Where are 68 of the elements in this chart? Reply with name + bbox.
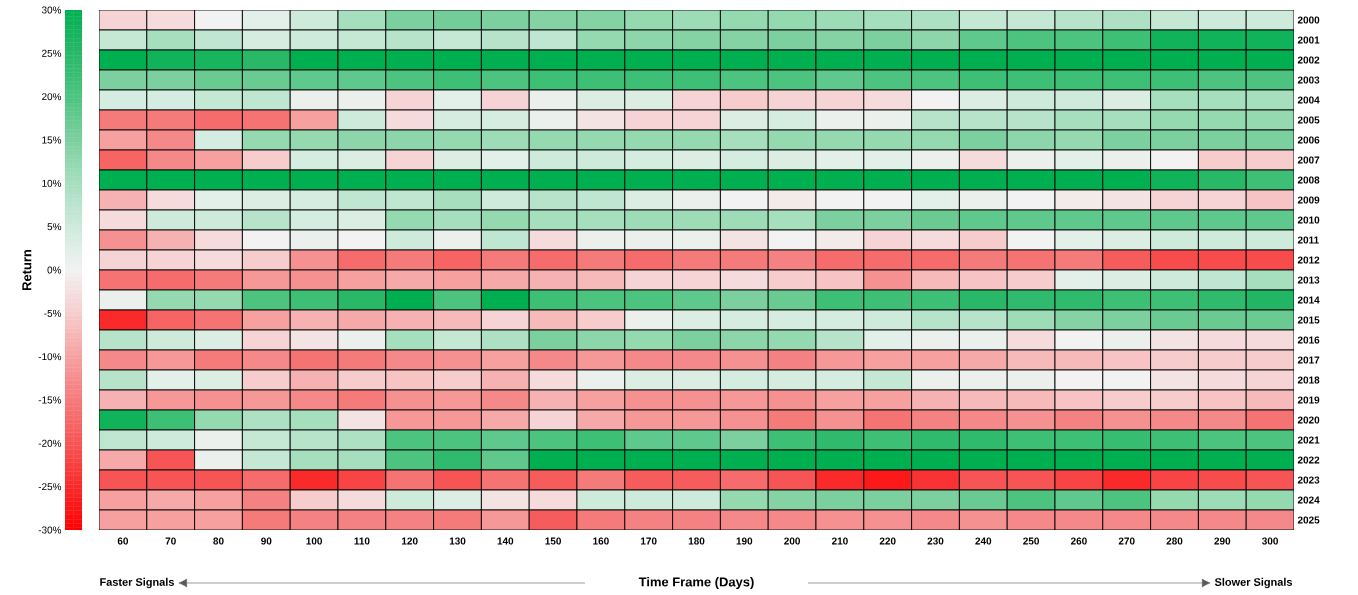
y-tick-label: 2014 xyxy=(1297,296,1320,304)
x-tick-label: 230 xyxy=(927,537,944,545)
y-tick-label: 2004 xyxy=(1297,96,1320,104)
y-tick-label: 2002 xyxy=(1297,56,1320,64)
color-bar-label: 5% xyxy=(47,223,62,231)
y-tick-label: 2005 xyxy=(1297,116,1320,124)
x-tick-label: 220 xyxy=(879,537,896,545)
x-tick-label: 110 xyxy=(354,537,370,545)
x-tick-label: 160 xyxy=(593,537,609,545)
x-tick-label: 80 xyxy=(213,537,224,545)
x-axis-title: Time Frame (Days) xyxy=(638,576,754,590)
y-tick-label: 2007 xyxy=(1297,156,1320,164)
y-tick-label: 2024 xyxy=(1297,496,1320,504)
x-tick-label: 200 xyxy=(784,537,800,545)
color-bar-label: 30% xyxy=(41,6,62,14)
color-bar-label: 15% xyxy=(42,136,62,144)
x-tick-label: 290 xyxy=(1214,537,1231,545)
x-tick-label: 300 xyxy=(1262,537,1278,545)
x-tick-label: 120 xyxy=(402,537,418,545)
color-bar-label: -10% xyxy=(38,353,62,361)
y-tick-label: 2020 xyxy=(1297,416,1320,424)
x-tick-label: 210 xyxy=(831,537,848,545)
x-tick-label: 60 xyxy=(117,537,129,545)
text: Faster Signals xyxy=(100,577,174,589)
color-bar-label: 25% xyxy=(42,49,62,57)
color-bar-title: Return xyxy=(22,249,32,291)
y-tick-label: 2003 xyxy=(1297,76,1320,84)
y-tick-label: 2017 xyxy=(1297,356,1320,364)
x-tick-label: 240 xyxy=(975,537,992,545)
y-tick-label: 2016 xyxy=(1297,336,1320,344)
x-tick-label: 180 xyxy=(688,537,705,545)
color-bar-label: -15% xyxy=(38,396,62,404)
y-tick-label: 2019 xyxy=(1297,396,1320,404)
x-tick-label: 130 xyxy=(449,537,466,545)
color-bar-label: -20% xyxy=(38,439,62,447)
y-tick-label: 2009 xyxy=(1297,196,1320,204)
y-tick-label: 2000 xyxy=(1297,16,1320,24)
color-bar-label: 20% xyxy=(42,93,62,101)
x-tick-label: 140 xyxy=(497,537,514,545)
color-bar-label: -30% xyxy=(38,526,62,534)
y-tick-label: 2011 xyxy=(1297,236,1319,244)
y-tick-label: 2018 xyxy=(1297,376,1320,384)
x-tick-label: 260 xyxy=(1070,537,1087,545)
x-tick-label: 280 xyxy=(1166,537,1183,545)
y-tick-label: 2022 xyxy=(1297,456,1320,464)
x-tick-label: 250 xyxy=(1023,537,1039,545)
x-tick-label: 90 xyxy=(261,537,272,545)
y-tick-label: 2025 xyxy=(1297,516,1320,524)
y-tick-label: 2023 xyxy=(1297,476,1320,484)
y-tick-label: 2021 xyxy=(1297,436,1320,444)
color-bar-label: -5% xyxy=(44,309,62,317)
color-bar-label: -25% xyxy=(38,483,62,491)
y-tick-label: 2013 xyxy=(1297,276,1320,284)
y-tick-label: 2015 xyxy=(1297,316,1320,324)
text: Slower Signals xyxy=(1214,577,1293,589)
y-tick-label: 2010 xyxy=(1297,216,1320,224)
x-tick-label: 190 xyxy=(736,537,753,545)
x-tick-label: 70 xyxy=(165,537,176,545)
y-tick-label: 2006 xyxy=(1297,136,1320,144)
y-tick-label: 2008 xyxy=(1297,176,1320,184)
x-tick-label: 170 xyxy=(641,537,657,545)
y-tick-label: 2012 xyxy=(1297,256,1320,264)
y-tick-label: 2001 xyxy=(1297,36,1320,44)
x-tick-label: 150 xyxy=(545,537,562,545)
color-bar-label: 10% xyxy=(42,179,62,187)
x-tick-label: 270 xyxy=(1118,537,1135,545)
color-bar-label: 0% xyxy=(47,266,62,274)
x-tick-label: 100 xyxy=(306,537,323,545)
